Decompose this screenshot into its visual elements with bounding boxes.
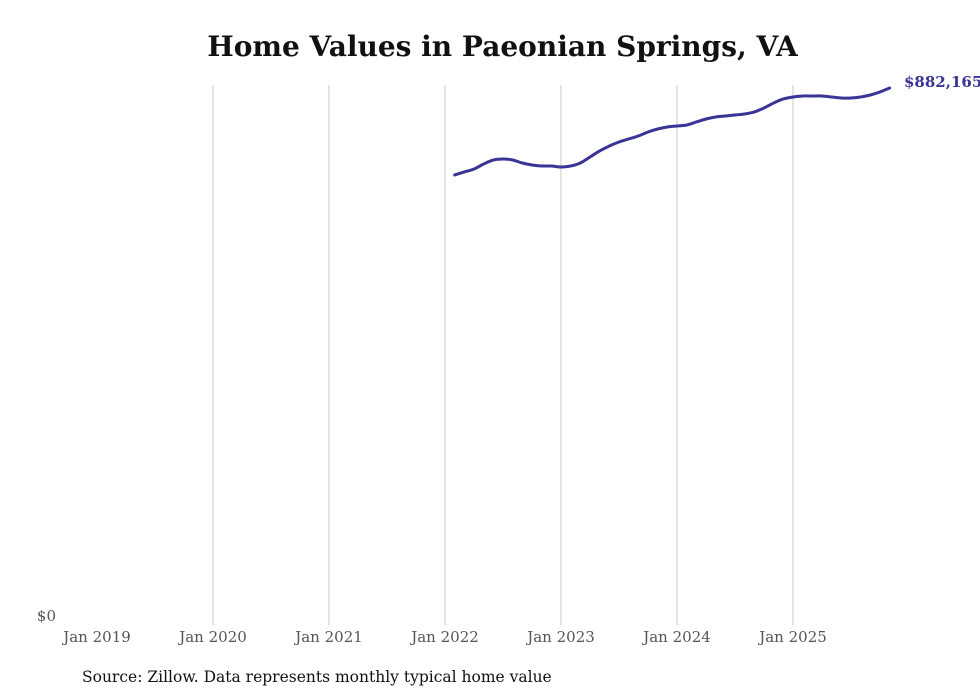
chart-title: Home Values in Paeonian Springs, VA bbox=[207, 30, 798, 63]
home-value-line bbox=[453, 86, 892, 177]
y-tick-label: $0 bbox=[37, 607, 56, 625]
x-tick-label: Jan 2025 bbox=[757, 628, 827, 646]
gridlines bbox=[212, 85, 794, 625]
end-value-label: $882,165 bbox=[904, 73, 980, 91]
source-note: Source: Zillow. Data represents monthly … bbox=[82, 668, 552, 686]
x-tick-label: Jan 2024 bbox=[641, 628, 711, 646]
x-tick-label: Jan 2022 bbox=[409, 628, 479, 646]
x-tick-label: Jan 2021 bbox=[293, 628, 363, 646]
x-tick-label: Jan 2020 bbox=[177, 628, 247, 646]
x-tick-label: Jan 2023 bbox=[525, 628, 595, 646]
x-tick-labels: Jan 2019 Jan 2020 Jan 2021 Jan 2022 Jan 2023… bbox=[61, 628, 827, 646]
x-tick-label: Jan 2019 bbox=[61, 628, 131, 646]
